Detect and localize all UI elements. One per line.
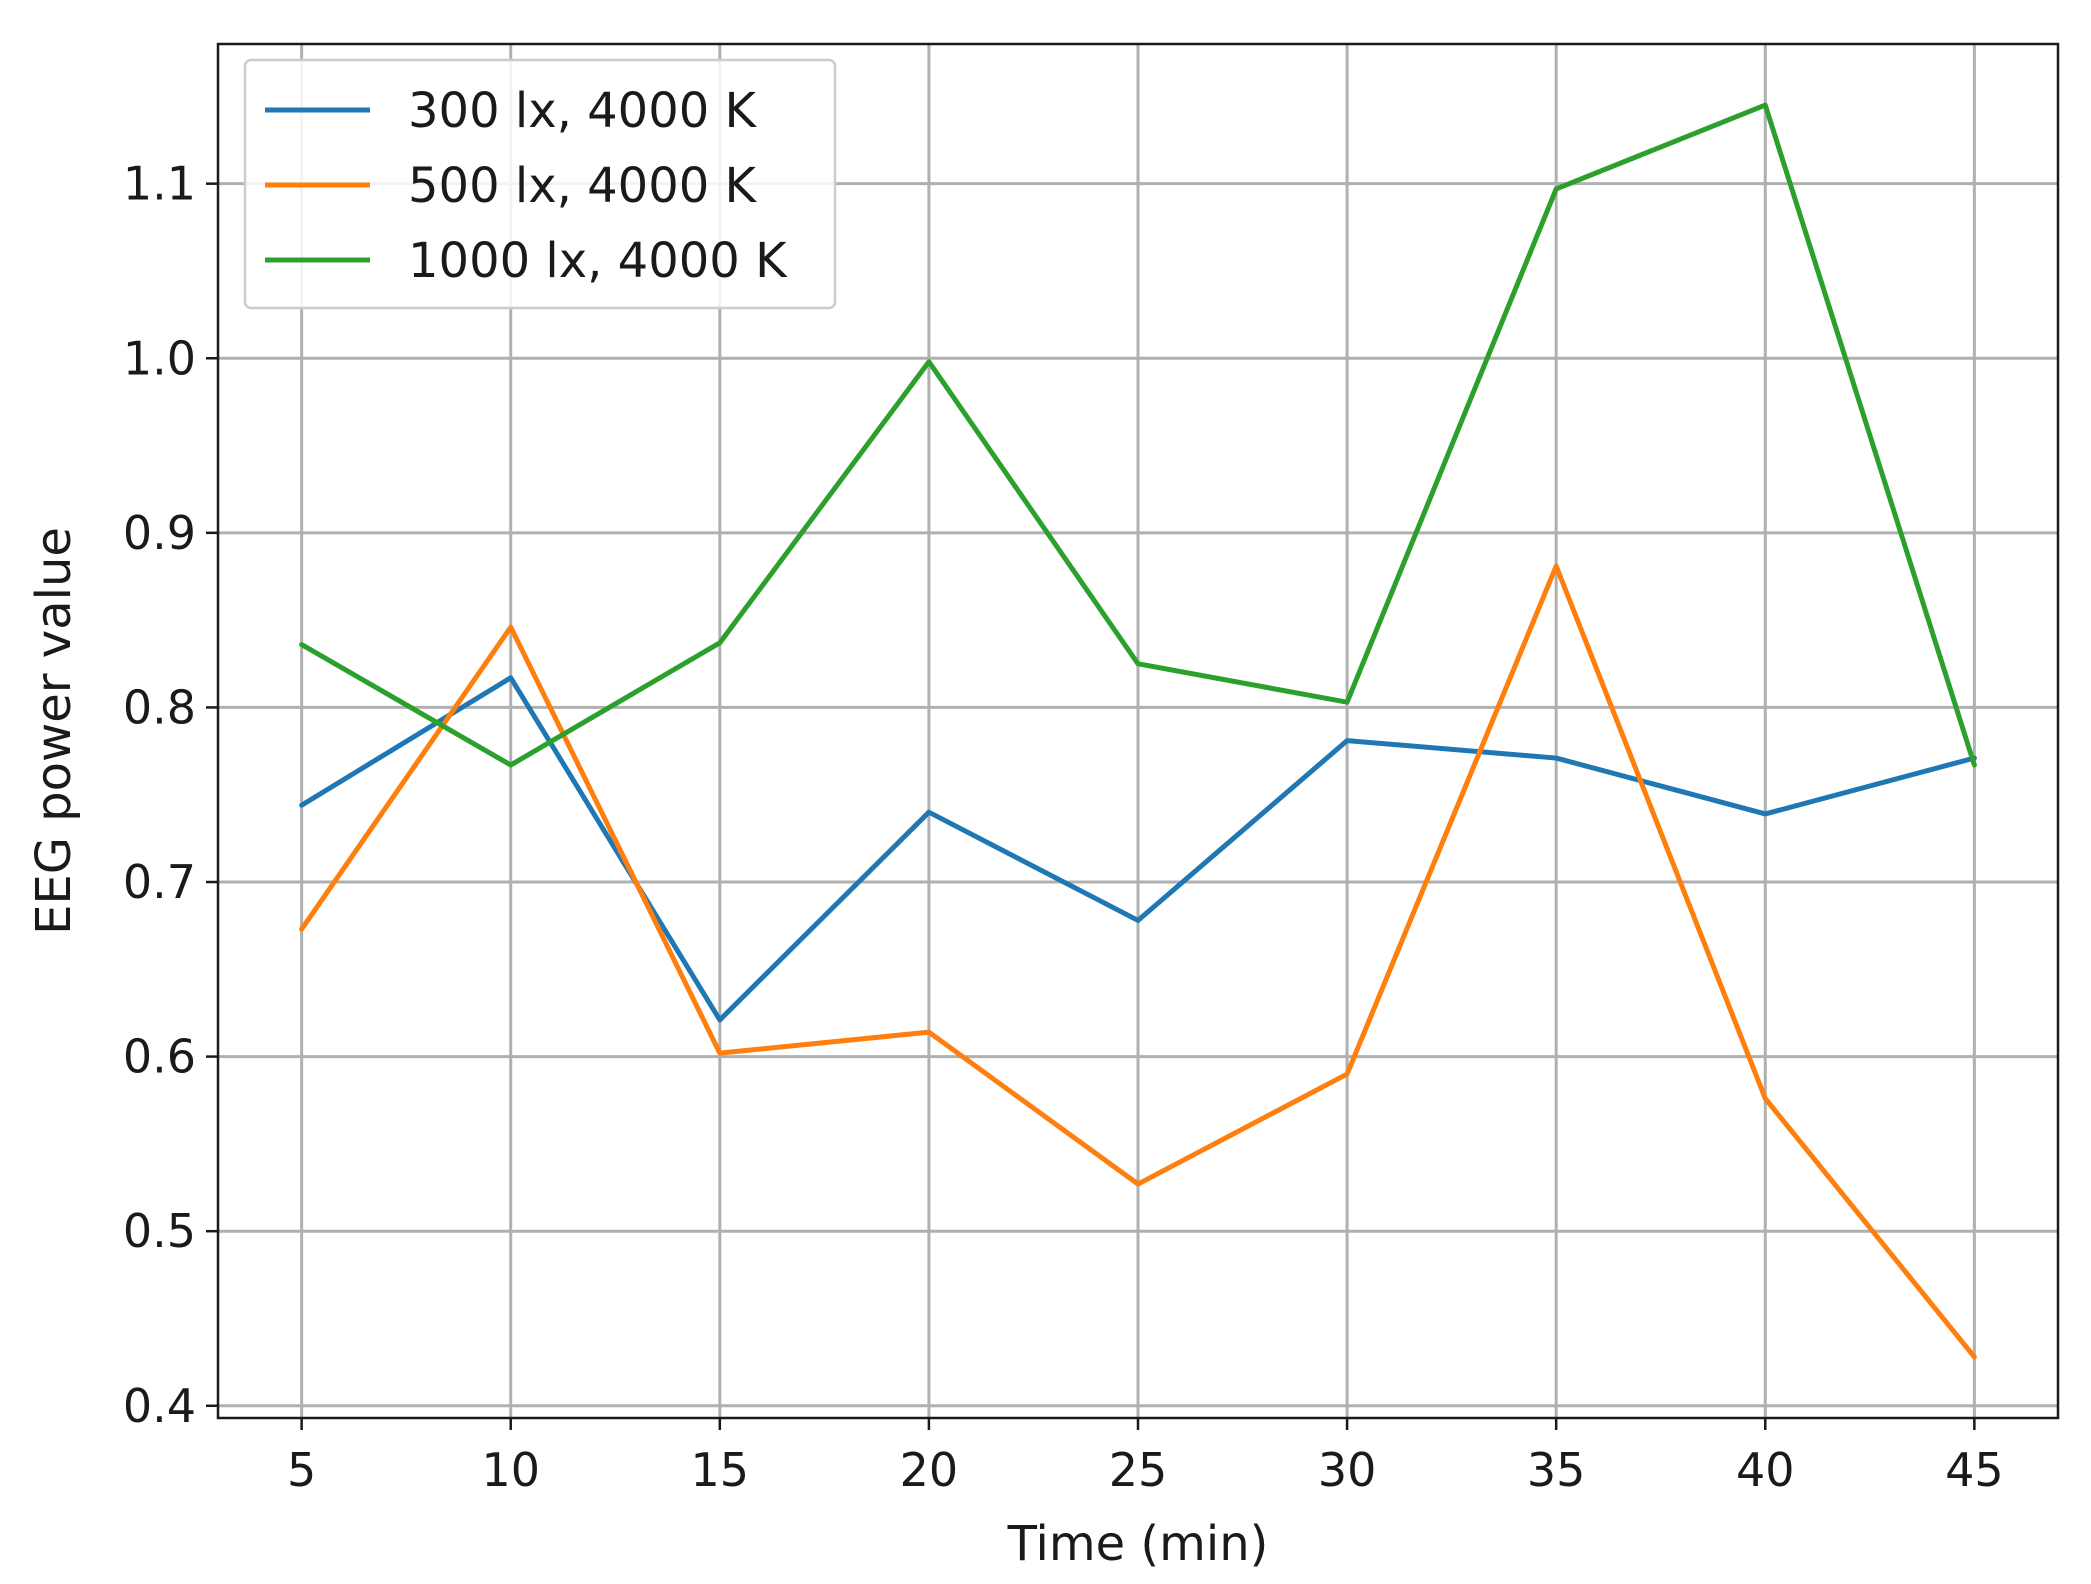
y-tick-label: 0.7: [123, 855, 196, 909]
y-tick-label: 1.0: [123, 331, 196, 385]
legend-box: [243, 58, 837, 310]
x-tick-label: 40: [1736, 1443, 1795, 1497]
x-tick-label: 35: [1527, 1443, 1586, 1497]
x-tick-label: 45: [1945, 1443, 2004, 1497]
x-tick-label: 25: [1109, 1443, 1168, 1497]
y-tick-label: 0.5: [123, 1204, 196, 1258]
legend-label: 1000 lx, 4000 K: [408, 233, 788, 289]
x-tick-label: 30: [1318, 1443, 1377, 1497]
axis-ticks: 5 10 15 20 25 30 35 40 45 0.4 0.5 0.6 0.7 0.8 0.9 1.0 1.…: [123, 157, 2004, 1497]
series-line-1000-lx: [299, 102, 1977, 768]
x-tick-label: 5: [287, 1443, 316, 1497]
y-tick-label: 0.9: [123, 506, 196, 560]
y-tick-label: 1.1: [123, 157, 196, 211]
legend-label: 500 lx, 4000 K: [408, 158, 758, 214]
x-tick-label: 10: [481, 1443, 540, 1497]
y-axis-label: EEG power value: [26, 527, 82, 935]
series-lines: [299, 102, 1977, 1360]
x-axis-label: Time (min): [1007, 1516, 1269, 1572]
legend: 300 lx, 4000 K 500 lx, 4000 K 1000 lx, 400…: [243, 58, 837, 310]
x-tick-label: 20: [900, 1443, 959, 1497]
legend-label: 300 lx, 4000 K: [408, 83, 758, 139]
x-tick-label: 15: [691, 1443, 750, 1497]
y-tick-label: 0.6: [123, 1030, 196, 1084]
y-tick-label: 0.4: [123, 1379, 196, 1433]
series-line-500-lx: [299, 563, 1977, 1360]
series-line-300-lx: [299, 675, 1977, 1023]
y-tick-label: 0.8: [123, 680, 196, 734]
